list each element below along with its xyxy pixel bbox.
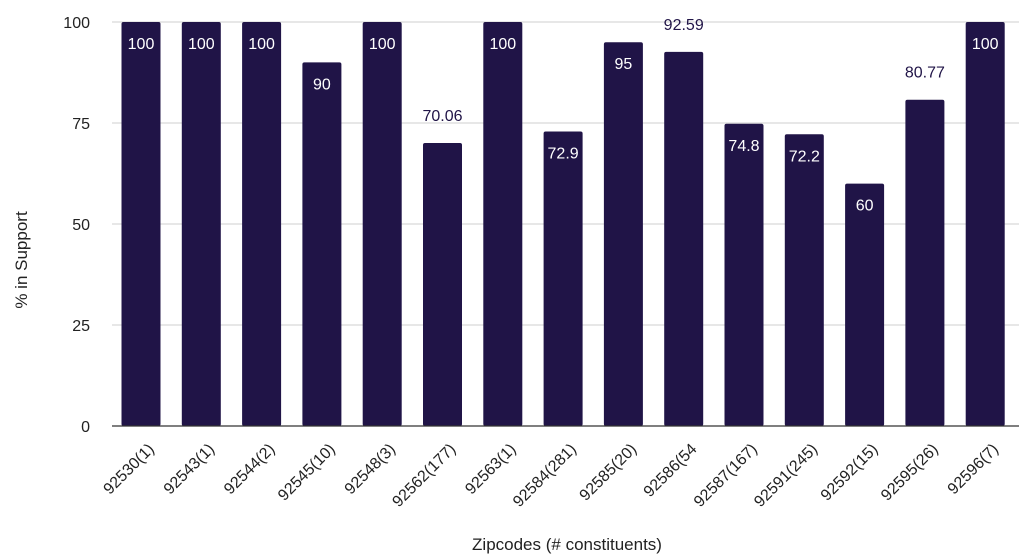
x-tick-label: 92595(26) bbox=[878, 441, 942, 505]
bar bbox=[362, 22, 402, 426]
bar-data-label: 100 bbox=[369, 36, 396, 53]
bar-data-label: 92.59 bbox=[664, 17, 704, 34]
bar bbox=[181, 22, 221, 426]
y-tick-label: 50 bbox=[72, 217, 90, 234]
y-tick-label: 100 bbox=[63, 15, 90, 32]
bar-data-label: 70.06 bbox=[422, 108, 462, 125]
x-tick-label: 92562(177) bbox=[389, 441, 459, 511]
x-tick-label: 92530(1) bbox=[101, 441, 158, 498]
bar-data-label: 100 bbox=[248, 36, 275, 53]
data-labels: 100 100 100 90 100 70.06 100 72.9 95 92.59 74.8 72.… bbox=[128, 17, 999, 215]
bar bbox=[845, 183, 885, 426]
bar-data-label: 72.2 bbox=[789, 148, 820, 165]
bar bbox=[664, 51, 704, 426]
bar bbox=[603, 42, 643, 426]
y-tick-label: 25 bbox=[72, 318, 90, 335]
bar-data-label: 90 bbox=[313, 76, 331, 93]
bar bbox=[242, 22, 282, 426]
bar-data-label: 60 bbox=[856, 198, 874, 215]
bar-data-label: 100 bbox=[128, 36, 155, 53]
x-tick-label: 92563(1) bbox=[462, 441, 519, 498]
x-tick-label: 92592(15) bbox=[818, 441, 882, 505]
bars bbox=[121, 22, 1005, 427]
bar-data-label: 72.9 bbox=[548, 145, 579, 162]
bar bbox=[905, 99, 945, 426]
x-tick-label: 92596(7) bbox=[945, 441, 1002, 498]
bar bbox=[543, 131, 583, 426]
y-tick-label: 75 bbox=[72, 116, 90, 133]
x-tick-label: 92587(167) bbox=[691, 441, 761, 511]
bar-data-label: 80.77 bbox=[905, 65, 945, 82]
x-tick-label: 92591(245) bbox=[751, 441, 821, 511]
x-tick-label: 92584(281) bbox=[510, 441, 580, 511]
x-tick-label: 92548(3) bbox=[342, 441, 399, 498]
bar bbox=[121, 22, 161, 426]
bar-data-label: 95 bbox=[615, 56, 633, 73]
bar bbox=[724, 123, 764, 427]
x-axis-label: Zipcodes (# constituents) bbox=[472, 535, 662, 554]
bar-data-label: 74.8 bbox=[728, 138, 759, 155]
bar-data-label: 100 bbox=[489, 36, 516, 53]
x-axis-ticks: 92530(1) 92543(1) 92544(2)92545(10) 92548(3… bbox=[101, 441, 1003, 511]
x-tick-label: 92543(1) bbox=[161, 441, 218, 498]
y-axis-ticks: 0 25 50 75 100 bbox=[63, 15, 90, 436]
bar bbox=[423, 142, 462, 427]
y-axis-label: % in Support bbox=[12, 211, 31, 309]
bar-data-label: 100 bbox=[188, 36, 215, 53]
bar bbox=[302, 62, 342, 427]
x-tick-label: 92544(2) bbox=[221, 441, 278, 498]
x-tick-label: 92585(20) bbox=[577, 441, 641, 505]
bar bbox=[483, 22, 523, 426]
y-tick-label: 0 bbox=[81, 419, 90, 436]
x-tick-label: 92545(10) bbox=[275, 441, 339, 505]
bar-data-label: 100 bbox=[972, 36, 999, 53]
bar bbox=[965, 22, 1005, 426]
bar bbox=[784, 134, 824, 426]
x-tick-label: 92586(54 bbox=[641, 441, 701, 501]
